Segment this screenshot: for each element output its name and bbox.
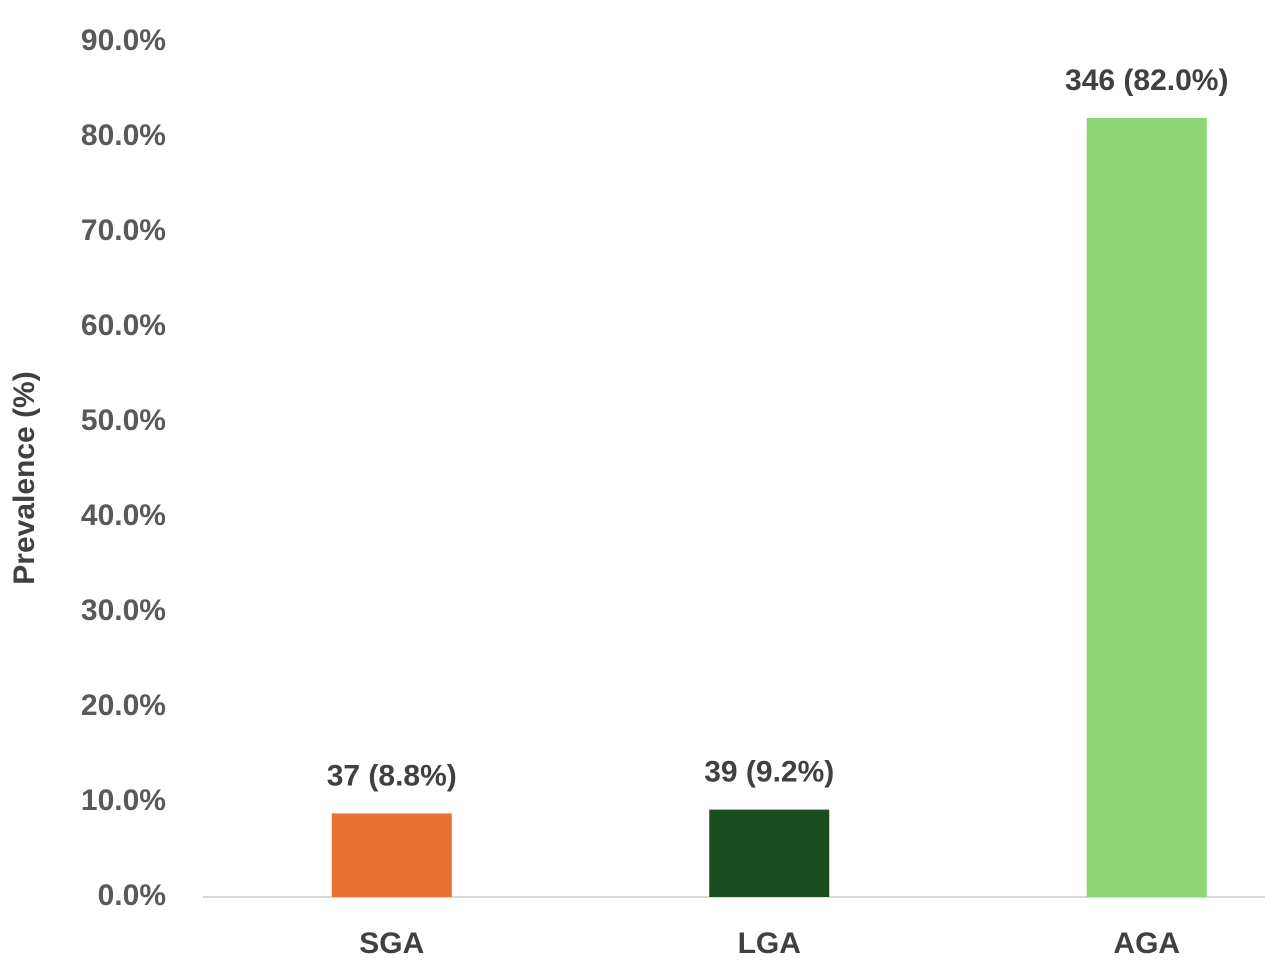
y-tick-label: 50.0% xyxy=(81,404,166,437)
y-axis-label: Prevalence (%) xyxy=(8,371,41,584)
x-tick-label: AGA xyxy=(1113,927,1180,960)
y-tick-label: 0.0% xyxy=(98,879,166,912)
data-label: 346 (82.0%) xyxy=(1065,64,1228,97)
data-label: 37 (8.8%) xyxy=(327,759,457,792)
x-tick-label: SGA xyxy=(359,927,424,960)
bar xyxy=(331,813,452,897)
y-tick-label: 90.0% xyxy=(81,24,166,57)
y-tick-label: 60.0% xyxy=(81,309,166,342)
y-tick-label: 40.0% xyxy=(81,499,166,532)
x-tick-label: LGA xyxy=(738,927,801,960)
bar xyxy=(709,809,830,897)
y-tick-label: 80.0% xyxy=(81,119,166,152)
y-tick-label: 30.0% xyxy=(81,594,166,627)
bar xyxy=(1086,118,1207,897)
y-tick-label: 10.0% xyxy=(81,784,166,817)
data-label: 39 (9.2%) xyxy=(704,756,834,789)
y-tick-label: 20.0% xyxy=(81,689,166,722)
y-tick-label: 70.0% xyxy=(81,214,166,247)
